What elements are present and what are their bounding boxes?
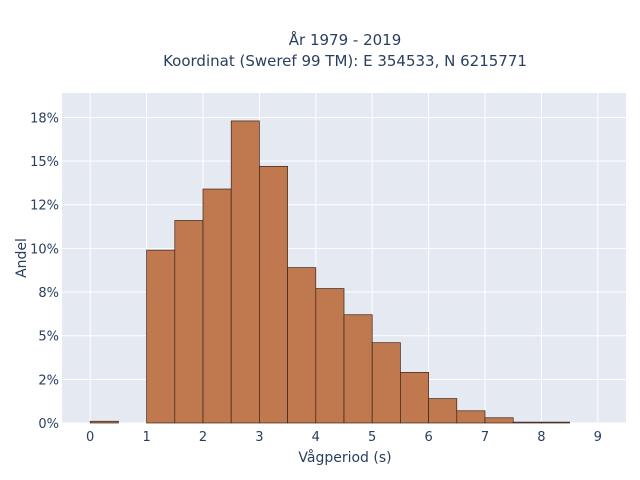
y-axis-label: Andel [14, 238, 30, 278]
histogram-bar [146, 249, 176, 424]
x-axis-label: Vågperiod (s) [298, 449, 391, 466]
histogram-bar [174, 220, 204, 424]
y-tick-label: 15% [30, 155, 59, 170]
y-tick-label: 8% [38, 286, 59, 301]
histogram-bar [89, 420, 119, 424]
y-tick-label: 12% [30, 199, 59, 214]
x-tick-label: 6 [424, 430, 432, 445]
bars [89, 120, 570, 424]
x-tick-label: 8 [537, 430, 545, 445]
y-tick-label: 2% [38, 373, 59, 388]
y-axis-ticks: 0% 2% 5% 8% 10% 12% 15% 18% [30, 111, 59, 432]
x-tick-label: 1 [142, 430, 150, 445]
histogram-bar [428, 398, 458, 424]
histogram-bar [315, 288, 345, 424]
x-tick-label: 2 [199, 430, 207, 445]
chart-title-line-1: År 1979 - 2019 [289, 30, 402, 49]
x-tick-label: 0 [86, 430, 94, 445]
x-tick-label: 4 [312, 430, 320, 445]
histogram-bar [456, 410, 486, 424]
x-tick-label: 9 [594, 430, 602, 445]
y-tick-label: 10% [30, 242, 59, 257]
histogram-bar [287, 267, 317, 424]
x-tick-label: 5 [368, 430, 376, 445]
histogram-bar [512, 421, 542, 424]
y-tick-label: 0% [38, 417, 59, 432]
chart-title-line-2: Koordinat (Sweref 99 TM): E 354533, N 62… [163, 52, 527, 70]
histogram-bar [230, 120, 260, 424]
y-tick-label: 5% [38, 330, 59, 345]
histogram-bar [371, 342, 401, 424]
x-tick-label: 3 [255, 430, 263, 445]
x-axis-ticks: 0 1 2 3 4 5 6 7 8 9 [86, 430, 602, 445]
x-tick-label: 7 [481, 430, 489, 445]
histogram-bar [484, 417, 514, 424]
histogram-bar [541, 421, 570, 424]
histogram-bar [202, 188, 232, 424]
histogram-bar [259, 165, 288, 424]
histogram-bar [400, 372, 429, 424]
y-tick-label: 18% [30, 111, 59, 126]
histogram-bar [343, 314, 373, 424]
